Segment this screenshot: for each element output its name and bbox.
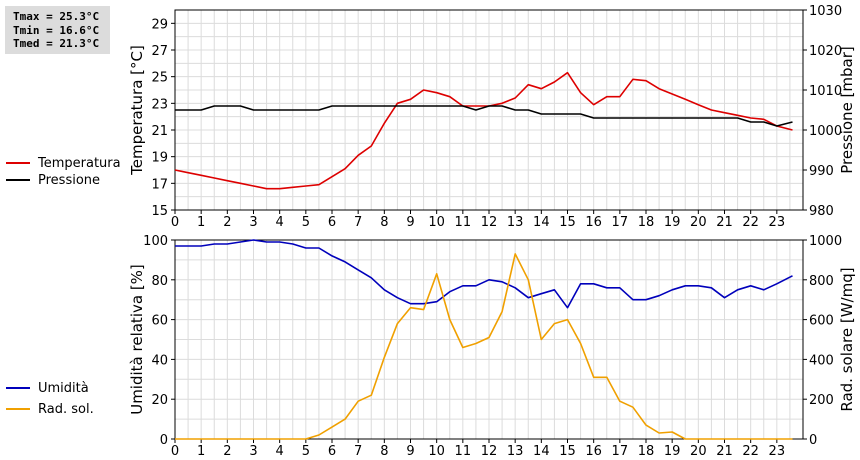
x-tick-label: 20 [690,215,707,230]
y-left-tick-label: 21 [151,124,168,139]
tmin-text: Tmin = 16.6°C [13,23,100,37]
y-left-tick-label: 23 [151,97,168,112]
x-tick-label: 1 [197,215,205,230]
x-tick-label: 22 [742,444,759,459]
y-left-axis-label: Temperatura [°C] [128,45,146,176]
legend-label: Umidità [38,381,89,396]
legend-label: Temperatura [37,156,121,171]
x-tick-label: 6 [328,215,336,230]
x-tick-label: 12 [481,444,498,459]
x-tick-label: 14 [533,215,550,230]
y-right-tick-label: 200 [809,393,834,408]
y-left-tick-label: 100 [143,234,168,249]
y-left-tick-label: 20 [151,393,168,408]
x-tick-label: 12 [481,215,498,230]
x-tick-label: 7 [354,215,362,230]
y-right-tick-label: 1000 [809,234,842,249]
x-tick-label: 11 [455,215,472,230]
x-tick-label: 5 [302,215,310,230]
y-left-tick-label: 17 [151,177,168,192]
y-left-tick-label: 25 [151,71,168,86]
y-left-tick-label: 80 [151,274,168,289]
y-right-tick-label: 600 [809,314,834,329]
x-tick-label: 0 [171,444,179,459]
series-line-pressione [175,105,793,127]
x-tick-label: 14 [533,444,550,459]
x-tick-label: 7 [354,444,362,459]
legend-label: Rad. sol. [38,402,94,417]
x-tick-label: 21 [716,215,733,230]
y-right-tick-label: 1000 [809,124,842,139]
x-tick-label: 16 [585,215,602,230]
y-right-tick-label: 1030 [809,4,842,19]
y-left-tick-label: 19 [151,151,168,166]
x-tick-label: 19 [664,215,681,230]
humidity-radiation-chart: 0 1 2 3 4 5 6 7 8 9 10 11 12 13 14 15 16 17 18 19 20 21 22 2302… [6,234,856,459]
y-left-tick-label: 29 [151,17,168,32]
x-tick-label: 17 [612,444,629,459]
x-tick-label: 18 [638,444,655,459]
x-tick-label: 8 [380,444,388,459]
x-tick-label: 18 [638,215,655,230]
x-tick-label: 9 [406,215,414,230]
y-left-tick-label: 0 [160,433,168,448]
tmax-text: Tmax = 25.3°C [13,10,100,23]
x-tick-label: 6 [328,444,336,459]
x-tick-label: 1 [197,444,205,459]
x-tick-label: 21 [716,444,733,459]
y-right-tick-label: 400 [809,353,834,368]
x-tick-label: 10 [428,215,445,230]
y-left-axis-label: Umidità relativa [%] [128,264,146,415]
x-tick-label: 0 [171,215,179,230]
x-tick-label: 15 [559,215,576,230]
x-tick-label: 22 [742,215,759,230]
x-tick-label: 4 [276,444,284,459]
x-tick-label: 16 [585,444,602,459]
y-left-tick-label: 27 [151,44,168,59]
temperature-pressure-chart: 0 1 2 3 4 5 6 7 8 9 10 11 12 13 14 15 16 17 18 19 20 21 22 2315… [6,4,856,230]
x-tick-label: 13 [507,215,524,230]
y-right-tick-label: 990 [809,164,834,179]
y-right-axis-label: Pressione [mbar] [838,46,856,174]
x-tick-label: 8 [380,215,388,230]
y-right-tick-label: 1020 [809,44,842,59]
y-right-tick-label: 800 [809,274,834,289]
y-right-tick-label: 0 [809,433,817,448]
x-tick-label: 23 [769,444,786,459]
x-tick-label: 4 [276,215,284,230]
x-tick-label: 13 [507,444,524,459]
y-left-tick-label: 40 [151,353,168,368]
x-tick-label: 15 [559,444,576,459]
y-right-tick-label: 980 [809,204,834,219]
tmed-text: Tmed = 21.3°C [13,37,100,50]
y-left-tick-label: 15 [151,204,168,219]
x-tick-label: 10 [428,444,445,459]
x-tick-label: 11 [455,444,472,459]
legend-label: Pressione [38,173,100,188]
series-line-temperatura [174,71,793,190]
x-tick-label: 5 [302,444,310,459]
series-line-rad-sol- [175,253,793,440]
x-tick-label: 2 [223,444,231,459]
y-right-tick-label: 1010 [809,84,842,99]
y-left-tick-label: 60 [151,314,168,329]
x-tick-label: 9 [406,444,414,459]
x-tick-label: 17 [612,215,629,230]
stats-box: Tmax = 25.3°C Tmin = 16.6°C Tmed = 21.3°… [5,6,110,54]
x-tick-label: 20 [690,444,707,459]
x-tick-label: 23 [769,215,786,230]
x-tick-label: 3 [249,215,257,230]
x-tick-label: 2 [223,215,231,230]
x-tick-label: 19 [664,444,681,459]
y-right-axis-label: Rad. solare [W/mq] [838,267,856,411]
series-line-umidit- [175,239,793,309]
x-tick-label: 3 [249,444,257,459]
